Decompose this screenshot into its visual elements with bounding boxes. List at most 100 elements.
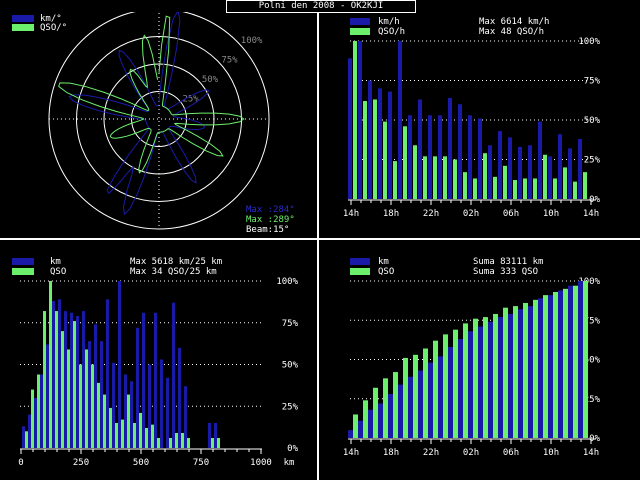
bar-qso xyxy=(383,378,388,438)
bar-km xyxy=(378,403,383,438)
x-tick-label: 14h xyxy=(343,209,359,219)
x-tick-label: 0 xyxy=(18,458,23,468)
bar-km xyxy=(148,364,151,448)
bar-km xyxy=(22,426,25,448)
y-tick-label: 50% xyxy=(282,361,299,371)
y-tick-label: 100% xyxy=(578,37,600,47)
x-tick-label: 02h xyxy=(463,209,479,219)
bar-km xyxy=(58,299,61,448)
bar-km xyxy=(142,312,145,448)
bar-km xyxy=(184,386,187,448)
bar-qso xyxy=(583,281,588,438)
bar-km xyxy=(538,121,542,199)
bar-qso xyxy=(217,437,220,448)
bar-qso xyxy=(523,302,528,438)
bar-qso xyxy=(37,374,40,448)
x-tick-label: 18h xyxy=(383,209,399,219)
bar-km xyxy=(538,298,543,438)
bar-qso xyxy=(181,432,184,448)
bar-km xyxy=(358,420,363,438)
polar-ring xyxy=(48,12,270,230)
bar-km xyxy=(368,409,373,438)
x-tick-label: 22h xyxy=(423,448,439,458)
bar-km xyxy=(408,376,413,438)
bar-qso xyxy=(175,432,178,448)
polar-ring xyxy=(103,63,215,175)
bar-qso xyxy=(373,387,378,438)
polar-beam: Beam:15° xyxy=(246,225,289,235)
x-tick-label: 14h xyxy=(343,448,359,458)
legend-swatch-km xyxy=(350,18,370,25)
legend-swatch-km xyxy=(350,258,370,265)
bar-km xyxy=(130,381,133,448)
bar-qso xyxy=(403,126,407,199)
bar-km xyxy=(578,281,583,438)
bar-km xyxy=(528,145,532,199)
legend-label-km: km/h xyxy=(378,17,400,27)
hourly-max-km: Max 6614 km/h xyxy=(479,17,549,27)
bar-qso xyxy=(73,321,76,448)
bar-qso xyxy=(433,340,438,438)
legend-swatch-km xyxy=(12,15,34,22)
bar-km xyxy=(28,414,31,448)
bar-km xyxy=(508,137,512,199)
bar-qso xyxy=(353,414,358,438)
bar-qso xyxy=(121,419,124,448)
bar-km xyxy=(418,370,423,438)
bar-qso xyxy=(563,167,567,199)
x-tick-label: 250 xyxy=(73,458,89,468)
x-tick-label: 06h xyxy=(503,209,519,219)
bar-qso xyxy=(145,427,148,448)
bar-qso xyxy=(91,364,94,448)
bar-qso xyxy=(533,299,538,438)
x-tick-label: 02h xyxy=(463,448,479,458)
bar-qso xyxy=(103,394,106,448)
bar-qso xyxy=(423,156,427,199)
bar-km xyxy=(106,299,109,448)
bar-qso xyxy=(503,165,507,199)
polar-curve-qso xyxy=(58,15,245,174)
bar-km xyxy=(178,347,181,448)
legend-swatch-km xyxy=(12,258,34,265)
y-tick-label: 100% xyxy=(276,277,298,287)
bar-qso xyxy=(393,161,397,199)
polar-grid: 25%50%75%100% xyxy=(48,12,270,230)
bar-qso xyxy=(443,334,448,438)
x-tick-label: 14h xyxy=(583,448,599,458)
bar-qso xyxy=(373,99,377,199)
bar-qso xyxy=(573,181,577,199)
bar-qso xyxy=(43,311,46,448)
bar-km xyxy=(458,104,462,199)
bar-km xyxy=(568,148,572,199)
bar-qso xyxy=(513,306,518,438)
y-tick-label: 75% xyxy=(282,319,299,329)
polar-ring-label: 50% xyxy=(202,75,219,85)
x-tick-label: 14h xyxy=(583,209,599,219)
polar-curves xyxy=(58,12,245,216)
bar-km xyxy=(154,312,157,448)
bar-km xyxy=(468,331,473,438)
bar-qso xyxy=(363,101,367,199)
legend-label-qso: QSO/° xyxy=(40,23,67,33)
bar-km xyxy=(70,312,73,448)
hourly-max-qso: Max 48 QSO/h xyxy=(479,27,544,37)
bar-qso xyxy=(97,382,100,448)
bar-km xyxy=(548,156,552,199)
bar-km xyxy=(488,145,492,199)
legend-swatch-qso xyxy=(350,28,370,35)
y-tick-label: 0% xyxy=(287,444,298,454)
legend-swatch-qso xyxy=(12,24,34,31)
cumulative-sum-km: Suma 83111 km xyxy=(473,257,543,267)
bar-km xyxy=(348,430,353,438)
bar-qso xyxy=(453,159,457,199)
bar-km xyxy=(528,306,533,438)
bar-qso xyxy=(413,145,417,199)
hourly-chart-panel: km/h QSO/h Max 6614 km/h Max 48 QSO/h 0%… xyxy=(343,17,601,219)
x-tick-label: 22h xyxy=(423,209,439,219)
bar-km xyxy=(558,134,562,199)
bar-qso xyxy=(553,178,557,199)
bar-qso xyxy=(503,307,508,438)
bar-km xyxy=(498,131,502,199)
legend-label-qso: QSO/h xyxy=(378,27,405,37)
y-tick-label: 100% xyxy=(578,277,600,287)
